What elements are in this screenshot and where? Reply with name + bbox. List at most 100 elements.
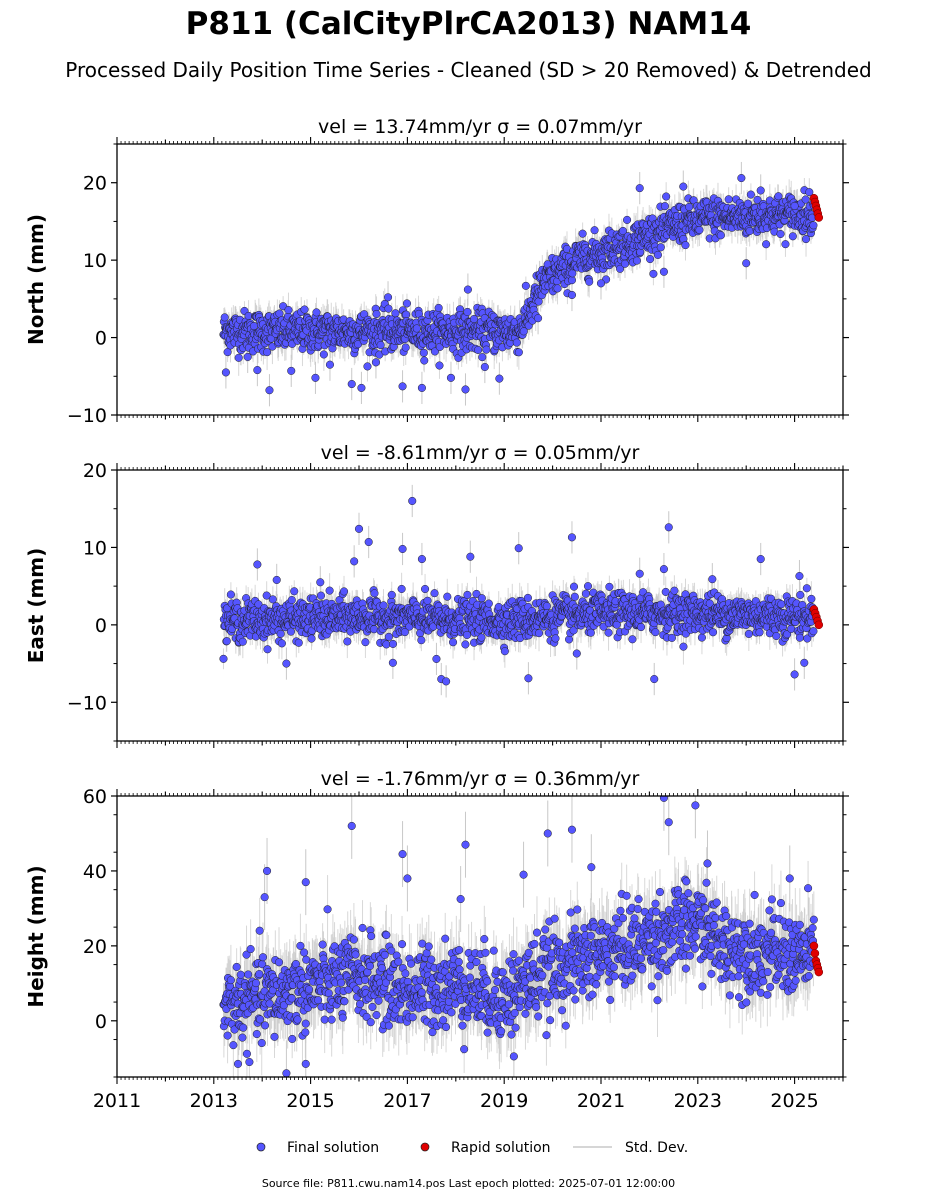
data-layer xyxy=(219,484,824,698)
final-point xyxy=(495,374,504,383)
final-point xyxy=(482,345,491,354)
final-point xyxy=(420,356,429,365)
final-point xyxy=(742,259,751,268)
final-point xyxy=(590,226,599,235)
final-point xyxy=(746,190,755,199)
final-point xyxy=(632,256,641,265)
final-point xyxy=(391,309,400,318)
final-point xyxy=(534,314,543,323)
final-point xyxy=(724,195,733,204)
chart-title: P811 (CalCityPlrCA2013) NAM14 xyxy=(185,6,752,42)
final-point xyxy=(417,383,426,392)
final-point xyxy=(263,348,272,357)
final-point xyxy=(286,627,295,636)
final-point xyxy=(277,639,286,648)
final-point xyxy=(371,358,380,367)
final-point xyxy=(357,383,366,392)
final-point xyxy=(743,199,753,208)
velocity-annotation: vel = 13.74mm/yr σ = 0.07mm/yr xyxy=(318,116,642,138)
final-point xyxy=(512,338,521,347)
final-point xyxy=(263,645,272,654)
final-point xyxy=(372,309,381,319)
final-point xyxy=(790,201,799,210)
final-point xyxy=(347,379,356,389)
final-point xyxy=(681,241,690,250)
final-point xyxy=(290,587,299,596)
final-point xyxy=(801,235,811,244)
final-point xyxy=(659,267,668,276)
final-point xyxy=(401,343,410,352)
final-point xyxy=(254,600,263,609)
final-point xyxy=(463,307,472,317)
y-tick-label: 20 xyxy=(83,173,107,195)
final-point xyxy=(294,638,303,647)
final-point xyxy=(656,243,665,252)
final-point xyxy=(649,269,658,278)
final-point xyxy=(635,184,644,193)
final-point xyxy=(238,637,247,646)
final-point xyxy=(620,259,630,268)
chart-subtitle: Processed Daily Position Time Series - C… xyxy=(65,58,872,82)
final-point xyxy=(434,303,443,312)
final-point xyxy=(360,310,369,319)
final-point xyxy=(311,373,320,382)
final-point xyxy=(461,385,470,394)
final-point xyxy=(463,285,472,294)
final-point xyxy=(325,360,335,369)
stddev-bars xyxy=(222,484,815,698)
final-point xyxy=(618,226,627,236)
final-point xyxy=(435,361,444,370)
final-point xyxy=(685,202,694,211)
final-point xyxy=(253,366,262,375)
final-point xyxy=(585,277,594,286)
final-point xyxy=(801,195,810,204)
final-point xyxy=(716,231,725,240)
final-point xyxy=(363,362,372,371)
final-point xyxy=(446,373,456,382)
final-point xyxy=(805,188,814,197)
final-point xyxy=(226,590,235,599)
final-point xyxy=(695,225,704,235)
final-point xyxy=(514,348,523,357)
final-point xyxy=(219,654,228,663)
final-point xyxy=(762,240,771,249)
final-point xyxy=(596,279,606,288)
final-point xyxy=(662,192,671,201)
final-point xyxy=(222,637,231,646)
final-point xyxy=(553,284,562,293)
final-point xyxy=(223,348,232,357)
y-tick-label: 10 xyxy=(83,250,107,272)
final-point xyxy=(319,350,328,359)
final-point xyxy=(776,229,785,239)
final-point xyxy=(478,353,487,362)
final-point xyxy=(521,281,530,290)
final-point xyxy=(300,305,309,314)
final-points xyxy=(219,174,818,395)
final-points xyxy=(219,496,818,686)
final-point xyxy=(737,174,746,183)
final-point xyxy=(653,250,662,259)
final-point xyxy=(383,293,393,302)
panel-north: −10 0 10 20 vel = 13.74mm/yr σ = 0.07mm/yr No… xyxy=(24,116,849,427)
final-point xyxy=(402,299,412,308)
rapid-point xyxy=(814,213,824,222)
final-point xyxy=(567,276,576,285)
rapid-points xyxy=(809,193,824,222)
final-point xyxy=(220,313,229,322)
final-point xyxy=(788,232,797,241)
final-point xyxy=(745,226,754,236)
final-point xyxy=(384,304,393,313)
final-point xyxy=(287,366,296,375)
final-point xyxy=(221,368,230,377)
final-point xyxy=(284,305,293,315)
final-point xyxy=(276,629,285,638)
final-point xyxy=(376,341,385,350)
final-point xyxy=(578,229,587,238)
final-point xyxy=(412,324,421,333)
final-point xyxy=(234,353,243,362)
final-point xyxy=(646,255,655,264)
final-point xyxy=(469,314,479,324)
